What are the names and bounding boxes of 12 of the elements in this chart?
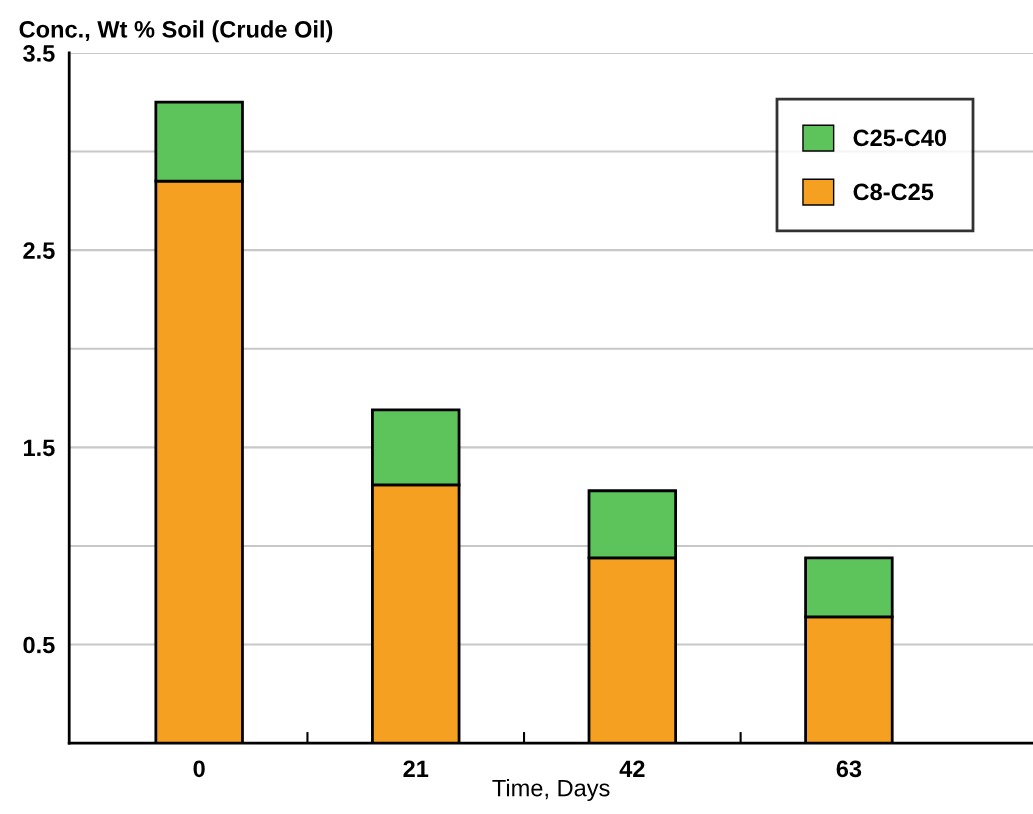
y-tick-label: 2.5: [23, 242, 55, 259]
y-tick-label: 3.5: [23, 44, 55, 62]
x-tick-label: 42: [619, 760, 645, 777]
y-axis-title: Conc., Wt % Soil (Crude Oil): [19, 20, 333, 43]
x-axis-title: Time, Days: [492, 779, 610, 802]
x-tick-label: 21: [403, 760, 429, 777]
y-tick-label: 0.5: [23, 636, 55, 654]
x-tick-label: 0: [193, 760, 205, 778]
x-tick-label: 63: [836, 760, 862, 778]
legend-label: C25-C40: [853, 129, 947, 147]
y-tick-label: 1.5: [23, 439, 55, 457]
legend-label: C8-C25: [853, 183, 934, 201]
